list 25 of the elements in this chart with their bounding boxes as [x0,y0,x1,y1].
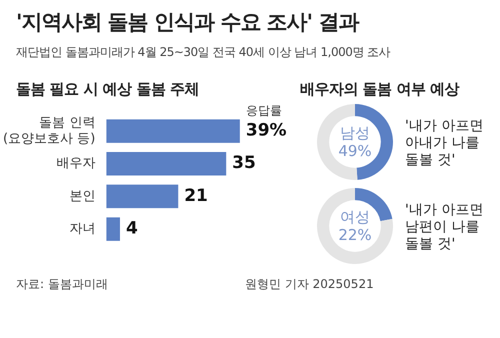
data-label: 49% [337,142,373,160]
bar [106,184,178,208]
annotation: 응답률 [246,103,282,118]
text: '내가 아프면 남편이 나를 돌볼 것' [405,202,484,253]
chart-subtitle: 재단법인 돌봄과미래가 4월 25~30일 전국 40세 이상 남녀 1,000명 조사 [16,44,390,61]
text: 자료: 돌봄과미래 [16,276,108,293]
data-label: 4 [126,218,138,238]
slice-label: 남성 [339,124,371,142]
bar [106,217,120,241]
text: 원형민 기자 20250521 [245,276,374,293]
bar [106,152,226,176]
chart-title: 배우자의 돌봄 여부 예상 [300,80,460,99]
text: 돌봄 필요 시 예상 돌봄 주체 [16,80,200,99]
data-label: 35 [232,153,256,174]
y-tick-label: 자녀 [69,221,96,236]
y-tick-label: 돌봄 인력 (요양보호사 등) [2,116,96,146]
slice-label: 여성 [339,208,371,226]
data-label: 39% [246,120,287,141]
bar [106,119,240,143]
y-tick-label: 배우자 [56,156,96,172]
data-label: 21 [184,186,208,206]
chart-title: '지역사회 돌봄 인식과 수요 조사' 결과 [16,9,358,36]
text: '내가 아프면 아내가 나를 돌볼 것' [405,118,484,169]
y-tick-label: 본인 [69,188,96,204]
data-label: 22% [337,226,373,244]
